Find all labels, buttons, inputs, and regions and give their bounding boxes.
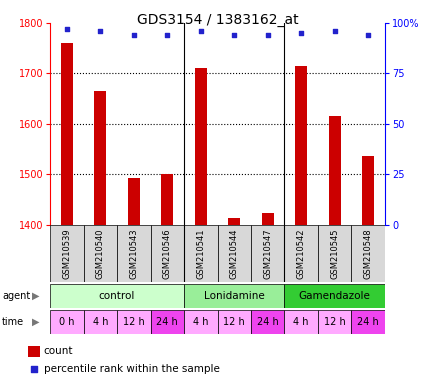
Bar [184,225,217,282]
Point [264,32,271,38]
Text: 12 h: 12 h [123,317,144,327]
Text: count: count [43,346,73,356]
Bar [228,218,240,225]
Bar [261,213,273,225]
Text: 24 h: 24 h [357,317,378,327]
Text: 0 h: 0 h [59,317,74,327]
Point [197,28,204,34]
Point [130,32,137,38]
Text: GSM210542: GSM210542 [296,228,305,279]
Bar [284,225,317,282]
Bar [284,310,317,334]
Bar [150,310,184,334]
Bar [117,310,150,334]
Bar [117,225,150,282]
Text: GSM210540: GSM210540 [95,228,105,279]
Point [86,324,93,330]
Text: GSM210539: GSM210539 [62,228,71,279]
Text: ▶: ▶ [32,317,39,327]
Bar [317,225,351,282]
Bar [284,284,384,308]
Point [297,30,304,36]
Bar [351,225,384,282]
Bar [184,284,284,308]
Point [97,28,104,34]
Bar [295,66,306,225]
Point [331,28,338,34]
Bar [184,310,217,334]
Bar [61,43,72,225]
Bar [194,68,206,225]
Bar [128,178,139,225]
Text: ▶: ▶ [32,291,39,301]
Bar [50,225,83,282]
Text: 24 h: 24 h [156,317,178,327]
Text: GDS3154 / 1383162_at: GDS3154 / 1383162_at [136,13,298,27]
Text: 4 h: 4 h [193,317,208,327]
Bar [217,225,250,282]
Bar [351,310,384,334]
Text: GSM210547: GSM210547 [263,228,272,279]
Text: 4 h: 4 h [293,317,308,327]
Point [164,32,171,38]
Text: 4 h: 4 h [92,317,108,327]
Text: GSM210545: GSM210545 [329,228,339,279]
Bar [161,174,173,225]
Text: GSM210548: GSM210548 [363,228,372,279]
Point [364,32,371,38]
Bar [50,310,83,334]
Text: agent: agent [2,291,30,301]
Text: percentile rank within the sample: percentile rank within the sample [43,364,219,374]
Text: 12 h: 12 h [223,317,245,327]
Bar [250,225,284,282]
Bar [250,310,284,334]
Point [63,26,70,32]
Bar [50,284,184,308]
Bar [317,310,351,334]
Text: 24 h: 24 h [256,317,278,327]
Bar [217,310,250,334]
Text: time: time [2,317,24,327]
Bar [83,225,117,282]
Text: GSM210543: GSM210543 [129,228,138,279]
Bar [94,91,106,225]
Bar [150,225,184,282]
Bar [362,156,373,225]
Bar [83,310,117,334]
Point [230,32,237,38]
Text: GSM210541: GSM210541 [196,228,205,279]
Text: Gamendazole: Gamendazole [298,291,370,301]
Text: control: control [99,291,135,301]
Text: GSM210546: GSM210546 [162,228,171,279]
Text: Lonidamine: Lonidamine [204,291,264,301]
Bar [328,116,340,225]
Text: GSM210544: GSM210544 [229,228,238,279]
Text: 12 h: 12 h [323,317,345,327]
